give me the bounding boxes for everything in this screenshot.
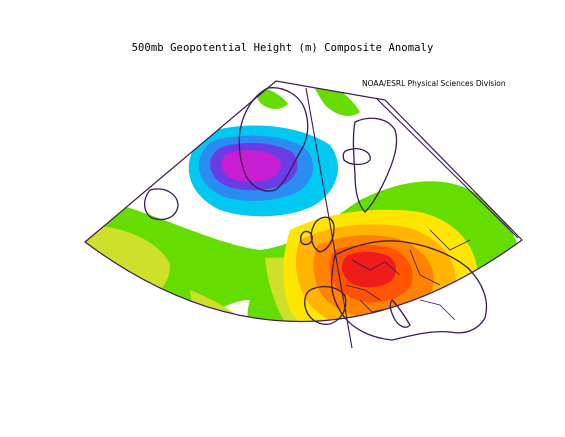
- map-title: 500mb Geopotential Height (m) Composite …: [131, 42, 434, 54]
- credit-label: NOAA/ESRL Physical Sciences Division: [362, 79, 506, 88]
- europe-coast: [330, 240, 488, 341]
- prime-meridian: [305, 87, 353, 349]
- coastlines: [143, 87, 488, 341]
- iceland-coast: [342, 148, 371, 166]
- map-frame: [84, 80, 523, 322]
- baffin-coast: [143, 188, 179, 221]
- greenland-coast: [238, 87, 309, 192]
- magenta-core: [221, 150, 281, 182]
- iberia-coast: [304, 285, 347, 325]
- meridians: [305, 87, 519, 349]
- ireland-coast: [299, 230, 313, 246]
- country-borders: [344, 229, 471, 321]
- scandinavia-coast: [352, 117, 398, 213]
- uk-coast: [310, 216, 335, 253]
- east-meridian: [375, 97, 519, 239]
